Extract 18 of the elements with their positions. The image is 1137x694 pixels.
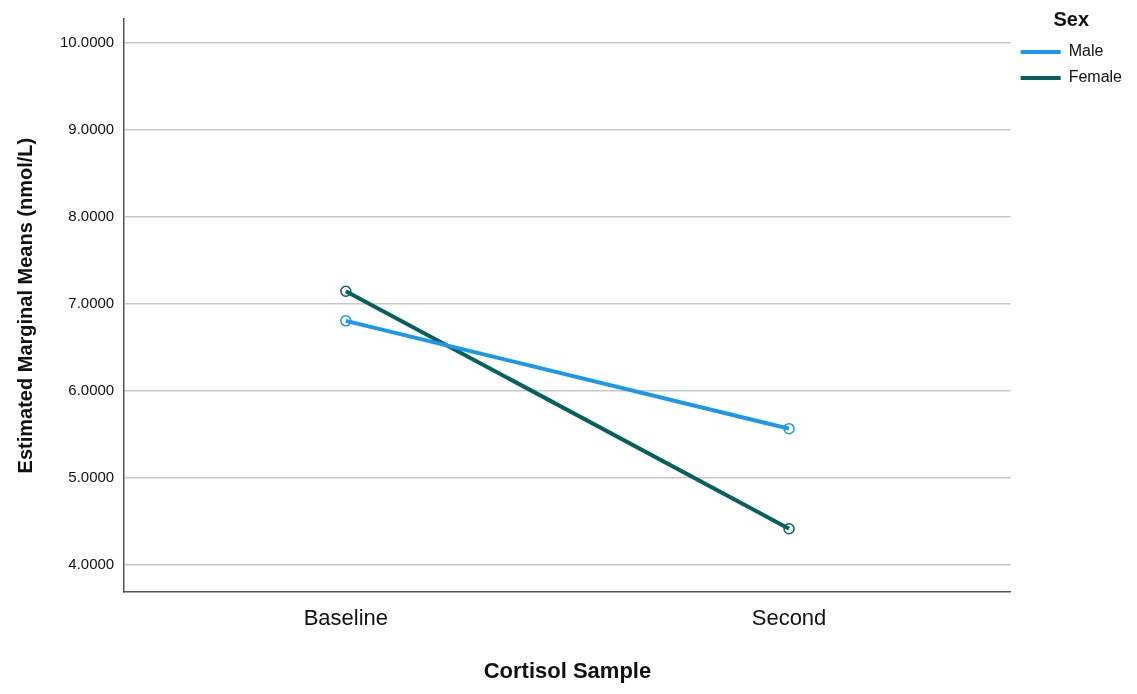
y-axis-title: Estimated Marginal Means (nmol/L) — [13, 137, 36, 474]
x-tick-label: Baseline — [303, 605, 389, 631]
y-tick-label: 9.0000 — [68, 119, 115, 137]
point — [783, 522, 795, 535]
point — [783, 422, 795, 435]
y-tick-label: 6.0000 — [68, 380, 115, 398]
y-tick-label: 10.0000 — [59, 32, 115, 50]
legend-title: Sex — [1053, 7, 1090, 30]
y-tick-label: 4.0000 — [68, 554, 115, 572]
point — [340, 315, 352, 327]
y-tick-label: 7.0000 — [68, 293, 115, 311]
legend-label: Male — [1068, 42, 1104, 60]
x-tick-label: Second — [751, 605, 827, 631]
y-tick-label: 5.0000 — [68, 467, 115, 485]
legend-label: Female — [1068, 68, 1123, 86]
x-axis-title: Cortisol Sample — [483, 657, 652, 683]
point — [340, 285, 352, 297]
y-tick-label: 8.0000 — [68, 206, 115, 224]
